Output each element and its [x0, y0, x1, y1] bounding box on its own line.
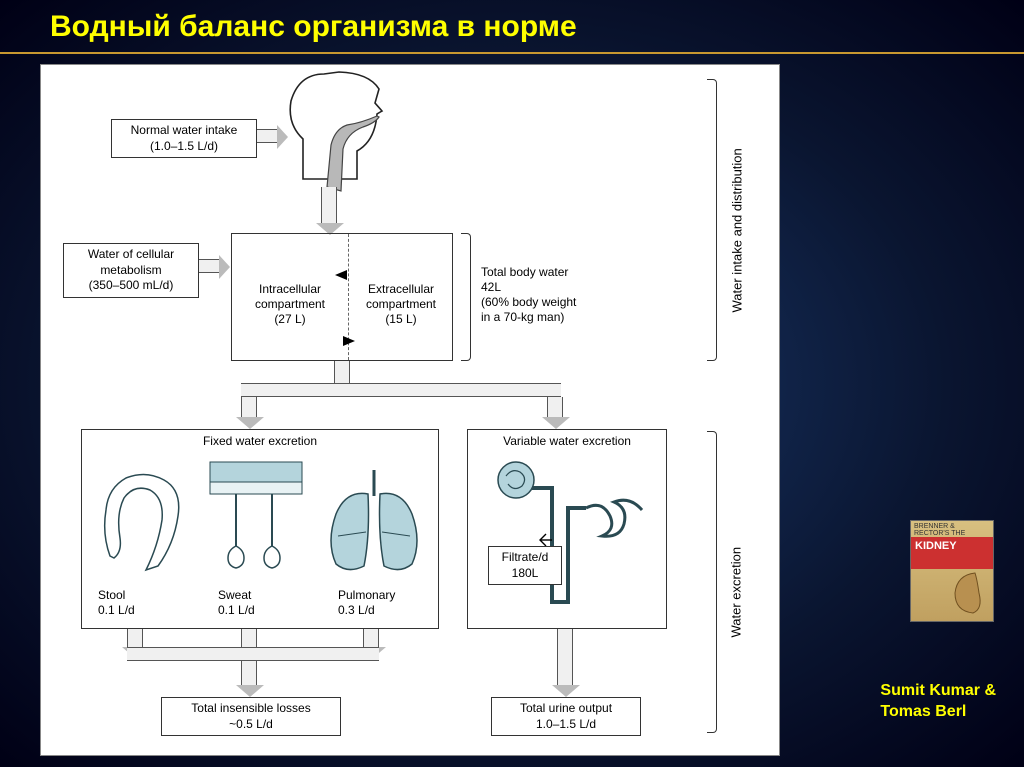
fixed-excretion-panel: Fixed water excretion Stool 0.1 L/d — [81, 429, 439, 629]
intake-dist-bracket — [707, 79, 717, 361]
body-water-compartments: Intracellular compartment (27 L) Extrace… — [231, 233, 453, 361]
sweat-glands-icon — [206, 458, 306, 580]
colon-icon — [92, 460, 192, 580]
exchange-arrow-right-icon — [343, 336, 355, 346]
split-stem — [334, 361, 350, 383]
split-hbar — [241, 383, 561, 397]
body-water-bracket — [461, 233, 471, 361]
book-title: KIDNEY — [911, 537, 993, 569]
metab-l1: Water of cellular — [70, 247, 192, 263]
fixed-merge-right — [363, 629, 379, 647]
filtrate-box: Filtrate/d 180L — [488, 546, 562, 585]
water-balance-diagram: Normal water intake (1.0–1.5 L/d) Water … — [40, 64, 780, 756]
extracell-label: Extracellular compartment (15 L) — [354, 282, 448, 327]
variable-title: Variable water excretion — [468, 430, 666, 452]
nephron-icon — [482, 452, 656, 622]
stool-label: Stool 0.1 L/d — [98, 588, 178, 618]
lungs-icon — [318, 466, 430, 578]
intake-dist-label: Water intake and distribution — [730, 133, 745, 313]
exchange-arrow-left-icon — [335, 270, 347, 280]
metabolism-box: Water of cellular metabolism (350–500 mL… — [63, 243, 199, 298]
intake-box: Normal water intake (1.0–1.5 L/d) — [111, 119, 257, 158]
metab-arrow — [199, 259, 219, 273]
slide-title: Водный баланс организма в норме — [50, 10, 994, 44]
insensible-down — [241, 661, 257, 685]
credit: Sumit Kumar & Tomas Berl — [880, 680, 996, 723]
variable-excretion-panel: Variable water excretion Filtrate/d 180L — [467, 429, 667, 629]
intake-l1: Normal water intake — [118, 123, 250, 139]
kidney-book-thumb: BRENNER & RECTOR'S THE KIDNEY — [910, 520, 994, 622]
pulmonary-label: Pulmonary 0.3 L/d — [338, 588, 428, 618]
intracell-label: Intracellular compartment (27 L) — [238, 282, 342, 327]
excretion-label: Water excretion — [729, 528, 744, 638]
intake-arrow — [257, 129, 277, 143]
fixed-merge-hbar — [127, 647, 379, 661]
split-left-arrow — [241, 397, 257, 417]
split-right-arrow — [547, 397, 563, 417]
metab-l3: (350–500 mL/d) — [70, 278, 192, 294]
fixed-title: Fixed water excretion — [82, 430, 438, 452]
fixed-merge-left — [127, 629, 143, 647]
head-esophagus-icon — [269, 69, 409, 199]
kidney-icon — [945, 569, 989, 617]
sweat-label: Sweat 0.1 L/d — [218, 588, 298, 618]
excretion-bracket — [707, 431, 717, 733]
intake-l2: (1.0–1.5 L/d) — [118, 139, 250, 155]
title-bar: Водный баланс организма в норме — [0, 0, 1024, 54]
urine-box: Total urine output 1.0–1.5 L/d — [491, 697, 641, 736]
metab-l2: metabolism — [70, 263, 192, 279]
insensible-box: Total insensible losses ~0.5 L/d — [161, 697, 341, 736]
fixed-merge-mid — [241, 629, 257, 647]
urine-down — [557, 629, 573, 685]
totalbody-label: Total body water 42L (60% body weight in… — [481, 265, 621, 325]
esoph-down-arrow — [321, 187, 337, 223]
